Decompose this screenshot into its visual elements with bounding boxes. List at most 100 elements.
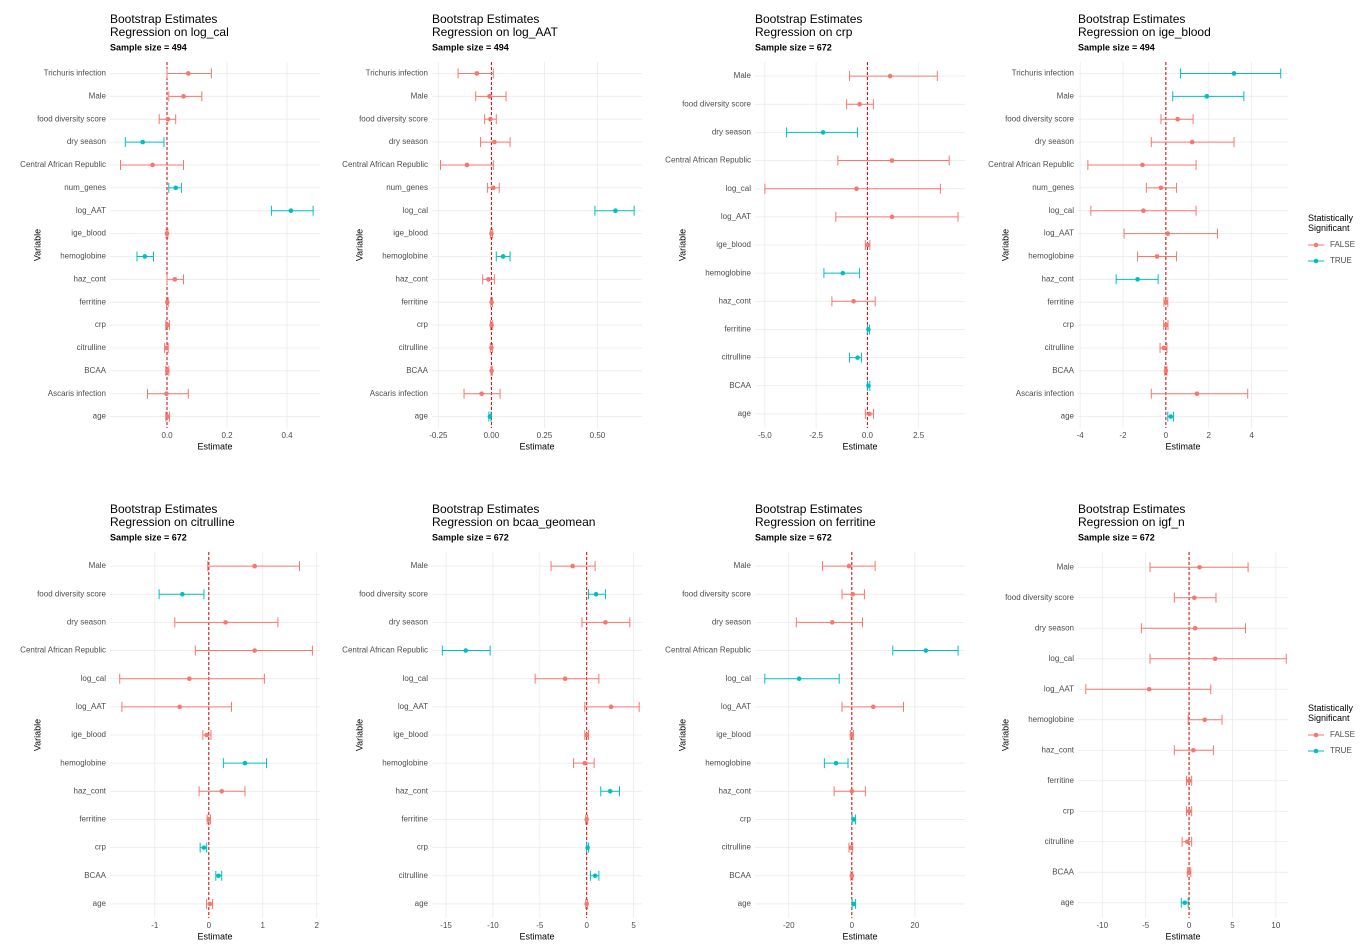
x-tick-label: 0.00	[484, 431, 500, 440]
y-tick-label: ferritine	[401, 297, 428, 306]
estimate-point	[846, 563, 852, 569]
x-tick-label: -5.0	[758, 431, 772, 440]
y-tick-label: Central African Republic	[665, 156, 751, 165]
estimate-point	[889, 214, 895, 220]
estimate-point	[1154, 254, 1160, 259]
y-axis-label: Variable	[32, 719, 42, 751]
estimate-point	[164, 345, 169, 351]
estimate-point	[562, 676, 568, 681]
estimate-point	[866, 383, 871, 389]
x-tick-label: 0	[1187, 921, 1192, 930]
estimate-point	[177, 704, 182, 710]
estimate-point	[857, 101, 862, 107]
estimate-point	[223, 620, 228, 625]
estimate-point	[1197, 564, 1202, 570]
y-tick-label: num_genes	[386, 183, 428, 192]
estimate-point	[1163, 299, 1169, 305]
legend-label: FALSE	[1330, 240, 1355, 249]
estimate-point	[608, 704, 614, 710]
y-tick-label: Ascaris infection	[48, 389, 106, 398]
y-tick-label: Male	[411, 561, 429, 570]
estimate-point	[164, 231, 170, 236]
y-tick-label: Central African Republic	[20, 160, 106, 169]
chart-title: Bootstrap Estimates	[110, 12, 217, 26]
x-tick-label: 10	[1271, 921, 1280, 930]
estimate-point	[585, 845, 590, 850]
estimate-point	[1186, 808, 1192, 814]
y-tick-label: hemoglobine	[382, 758, 428, 767]
y-tick-label: Male	[1057, 91, 1075, 100]
x-tick-label: 0.2	[221, 431, 233, 440]
y-tick-label: citrulline	[399, 871, 429, 880]
y-axis-label: Variable	[677, 719, 687, 751]
y-tick-label: Trichuris infection	[1012, 69, 1074, 78]
y-tick-label: Central African Republic	[988, 160, 1074, 169]
y-tick-label: crp	[740, 815, 752, 824]
y-tick-label: log_AAT	[1044, 684, 1074, 693]
estimate-point	[582, 760, 588, 766]
sample-note: Sample size = 672	[1078, 532, 1155, 542]
y-tick-label: hemoglobine	[705, 758, 751, 767]
x-tick-label: 0	[1164, 431, 1169, 440]
estimate-point	[165, 322, 170, 328]
estimate-point	[850, 591, 856, 597]
estimate-point	[142, 254, 148, 259]
x-tick-label: -20	[783, 921, 795, 930]
y-axis-label: Variable	[354, 229, 364, 261]
y-tick-label: ige_blood	[716, 240, 751, 249]
estimate-point	[500, 254, 506, 259]
x-tick-label: 0	[584, 921, 589, 930]
y-tick-label: crp	[417, 320, 429, 329]
y-tick-label: age	[1061, 412, 1075, 421]
estimate-point	[181, 94, 186, 99]
estimate-point	[1163, 368, 1169, 374]
estimate-point	[464, 162, 470, 168]
y-tick-label: hemoglobine	[382, 252, 428, 261]
y-tick-label: log_cal	[403, 206, 429, 215]
y-tick-label: ferritine	[1047, 297, 1074, 306]
legend-key-point	[1313, 732, 1319, 738]
chart-title: Bootstrap Estimates	[1078, 12, 1185, 26]
y-tick-label: Ascaris infection	[1016, 389, 1074, 398]
y-tick-label: food diversity score	[359, 114, 428, 123]
y-tick-label: BCAA	[406, 366, 428, 375]
y-tick-label: citrulline	[1045, 837, 1075, 846]
estimate-point	[463, 648, 469, 653]
estimate-point	[613, 208, 618, 213]
estimate-point	[489, 231, 494, 236]
estimate-point	[252, 648, 257, 653]
y-tick-label: Male	[734, 561, 752, 570]
estimate-point	[1135, 277, 1140, 282]
y-tick-label: dry season	[67, 137, 106, 146]
estimate-point	[1158, 185, 1164, 191]
x-axis-label: Estimate	[842, 931, 877, 941]
estimate-point	[1202, 717, 1207, 723]
estimate-point	[206, 817, 212, 822]
y-axis-label: Variable	[32, 229, 42, 261]
y-tick-label: food diversity score	[37, 589, 106, 598]
y-tick-label: ige_blood	[716, 730, 751, 739]
estimate-point	[1186, 778, 1192, 784]
y-tick-label: log_cal	[81, 674, 107, 683]
estimate-point	[851, 817, 856, 822]
x-tick-label: 5	[1230, 921, 1235, 930]
estimate-point	[1161, 345, 1167, 351]
x-tick-label: -5	[1142, 921, 1150, 930]
estimate-point	[172, 277, 178, 282]
estimate-point	[491, 185, 496, 191]
x-tick-label: 0.0	[862, 431, 874, 440]
estimate-point	[607, 789, 613, 794]
estimate-point	[474, 71, 480, 76]
y-tick-label: log_cal	[403, 674, 429, 683]
chart-title: Bootstrap Estimates	[110, 502, 217, 516]
y-tick-label: Trichuris infection	[366, 69, 428, 78]
y-tick-label: dry season	[67, 617, 106, 626]
y-tick-label: BCAA	[1052, 366, 1074, 375]
chart-subtitle: Regression on bcaa_geomean	[432, 515, 595, 529]
y-tick-label: ige_blood	[393, 229, 428, 238]
estimate-point	[1194, 391, 1200, 396]
x-axis-label: Estimate	[197, 441, 232, 451]
estimate-point	[201, 845, 207, 850]
estimate-point	[173, 185, 178, 191]
